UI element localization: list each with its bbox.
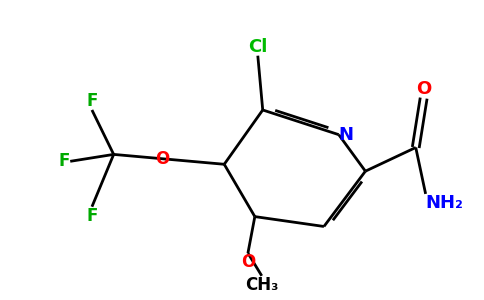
Text: Cl: Cl [248,38,268,56]
Text: F: F [59,152,70,170]
Text: F: F [86,92,98,110]
Text: CH₃: CH₃ [245,276,278,294]
Text: NH₂: NH₂ [425,194,464,212]
Text: O: O [155,150,169,168]
Text: N: N [339,126,354,144]
Text: O: O [241,253,255,271]
Text: F: F [86,207,98,225]
Text: O: O [416,80,431,98]
